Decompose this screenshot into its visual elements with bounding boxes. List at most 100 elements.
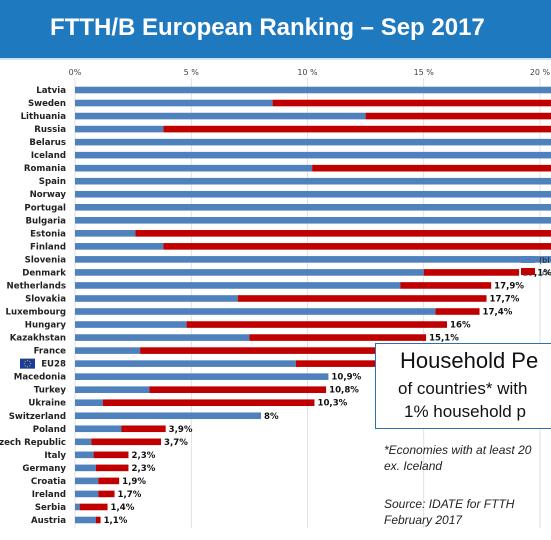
value-label: 16% — [450, 321, 471, 331]
eu-flag-star — [24, 365, 26, 367]
bar-red — [272, 99, 551, 107]
bar-blue — [75, 477, 99, 485]
bar-blue — [75, 373, 329, 380]
x-tick-label: 20 % — [530, 68, 551, 77]
bar-red — [135, 230, 551, 237]
bar-blue — [75, 230, 136, 237]
category-label: Switzerland — [9, 412, 66, 422]
value-label: 17,9% — [494, 281, 524, 291]
bar-red — [95, 516, 101, 524]
bar-blue — [75, 334, 250, 341]
category-label: Germany — [22, 464, 66, 474]
page-title: FTTH/B European Ranking – Sep 2017 — [50, 14, 485, 41]
legend-label-blue: (bl — [539, 256, 549, 265]
bar-red — [163, 243, 551, 250]
banner-divider — [0, 58, 551, 60]
bar-blue — [75, 451, 94, 459]
bar-blue — [75, 256, 551, 263]
category-label: Lithuania — [21, 112, 67, 122]
value-label: 10,8% — [329, 386, 359, 396]
bar-red — [140, 347, 422, 354]
eu-flag-star — [30, 363, 32, 365]
category-label: Finland — [30, 242, 66, 252]
bar-blue — [75, 321, 187, 328]
bar-red — [365, 112, 551, 120]
bar-blue — [75, 203, 551, 211]
bar-red — [163, 125, 551, 133]
value-label: 1,4% — [111, 503, 135, 513]
household-penetration-box: Household Pe of countries* with 1% house… — [375, 343, 551, 429]
category-label: France — [34, 347, 67, 357]
bar-blue — [75, 269, 424, 276]
bar-blue — [75, 99, 273, 107]
bar-blue — [75, 464, 96, 472]
bar-blue — [75, 503, 80, 511]
title-banner: FTTH/B European Ranking – Sep 2017 — [0, 0, 551, 58]
value-label: 2,3% — [131, 464, 155, 474]
category-label: Slovenia — [25, 255, 67, 265]
category-label: Norway — [30, 190, 67, 200]
bar-blue — [75, 425, 122, 433]
bar-blue — [75, 86, 551, 94]
category-label: Russia — [34, 125, 66, 135]
value-label: 1,1% — [104, 516, 128, 526]
household-box-line1: of countries* with — [398, 379, 528, 398]
bar-blue — [75, 295, 238, 302]
category-label: Slovakia — [25, 294, 66, 304]
category-label: Luxembourg — [6, 308, 66, 318]
legend-swatch-blue — [521, 256, 535, 263]
value-label: 3,9% — [169, 425, 193, 435]
footnote-line1: *Economies with at least 20 — [384, 443, 532, 457]
bar-blue — [75, 177, 551, 185]
bar-blue — [75, 138, 551, 146]
bar-blue — [75, 347, 141, 354]
category-label: Sweden — [28, 99, 66, 109]
bar-blue — [75, 308, 436, 315]
eu-flag-icon — [20, 358, 35, 369]
category-label: Macedonia — [14, 373, 66, 383]
category-label: Netherlands — [7, 281, 66, 291]
bar-red — [295, 360, 399, 367]
value-label: 3,7% — [164, 438, 188, 448]
category-label: Estonia — [30, 229, 66, 239]
value-label: 19,1% — [522, 268, 551, 278]
bar-blue — [75, 217, 551, 224]
bar-blue — [75, 490, 99, 498]
bar-red — [102, 399, 315, 407]
eu-flag-star — [26, 359, 29, 361]
value-label: 8% — [264, 412, 279, 422]
eu-flag-star — [24, 360, 26, 362]
category-label: Italy — [44, 451, 66, 461]
value-label: 17,7% — [490, 294, 520, 304]
category-label: Czech Republic — [0, 438, 66, 448]
category-label: Ireland — [32, 490, 66, 500]
x-tick-label: 0% — [69, 68, 82, 77]
bar-red — [400, 282, 492, 289]
category-label: Spain — [39, 177, 66, 187]
category-label: Iceland — [31, 151, 66, 161]
bar-blue — [75, 151, 551, 159]
value-label: 1,7% — [118, 490, 142, 500]
category-label: Serbia — [35, 503, 66, 513]
bar-blue — [75, 438, 92, 446]
bar-blue — [75, 282, 401, 289]
footnote-line2: ex. Iceland — [384, 459, 443, 473]
value-label: 1,9% — [122, 477, 146, 487]
value-label: 10,3% — [317, 399, 347, 409]
bar-blue — [75, 360, 296, 367]
value-label: 2,3% — [131, 451, 155, 461]
category-label: Hungary — [25, 321, 67, 331]
bar-red — [237, 295, 487, 302]
bar-red — [93, 451, 129, 459]
bar-red — [423, 269, 520, 276]
category-label: Turkey — [34, 386, 67, 396]
bar-red — [149, 386, 327, 393]
value-label: 17,4% — [483, 308, 513, 318]
value-label: 15,1% — [429, 334, 459, 344]
category-label: Romania — [24, 164, 66, 174]
eu-flag-star — [26, 366, 29, 368]
bar-blue — [75, 164, 313, 172]
x-tick-label: 10 % — [297, 68, 318, 77]
bar-red — [435, 308, 480, 315]
x-tick-label: 15 % — [414, 68, 435, 77]
